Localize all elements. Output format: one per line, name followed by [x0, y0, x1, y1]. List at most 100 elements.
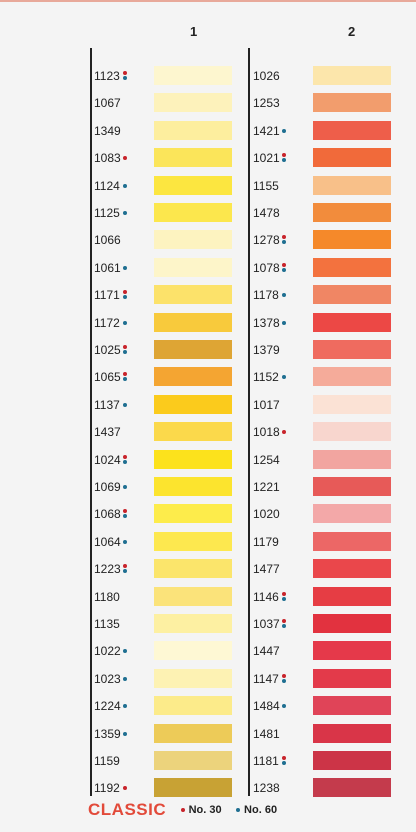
- availability-dots: [282, 285, 288, 306]
- color-swatch: [313, 66, 391, 85]
- color-row: 1083: [94, 148, 244, 169]
- color-swatch: [313, 778, 391, 797]
- availability-dots: [123, 176, 129, 197]
- color-swatch: [313, 367, 391, 386]
- no30-dot-icon: [123, 564, 127, 568]
- color-row: 1481: [253, 724, 403, 745]
- no60-dot-icon: [282, 761, 286, 765]
- color-swatch: [154, 422, 232, 441]
- thread-code: 1083: [94, 151, 121, 165]
- thread-code: 1065: [94, 370, 121, 384]
- no30-dot-icon: [282, 235, 286, 239]
- availability-dots: [123, 559, 129, 580]
- color-row: 1135: [94, 614, 244, 635]
- color-row: 1447: [253, 641, 403, 662]
- color-swatch: [313, 559, 391, 578]
- availability-dots: [123, 724, 129, 745]
- color-row: 1181: [253, 751, 403, 772]
- thread-code: 1221: [253, 480, 280, 494]
- thread-code: 1146: [253, 590, 279, 604]
- no60-dot-icon: [282, 679, 286, 683]
- thread-code: 1026: [253, 69, 280, 83]
- no60-dot-icon: [123, 377, 127, 381]
- availability-dots: [282, 230, 288, 251]
- thread-code: 1379: [253, 343, 280, 357]
- availability-dots: [282, 395, 288, 416]
- no60-dot-icon: [123, 403, 127, 407]
- color-row: 1224: [94, 696, 244, 717]
- no60-dot-icon: [282, 158, 286, 162]
- no60-dot-icon: [123, 295, 127, 299]
- color-row: 1068: [94, 504, 244, 525]
- availability-dots: [123, 641, 129, 662]
- availability-dots: [282, 504, 288, 525]
- color-row: 1238: [253, 778, 403, 799]
- thread-code: 1068: [94, 507, 121, 521]
- availability-dots: [123, 258, 129, 279]
- color-row: 1179: [253, 532, 403, 553]
- thread-code: 1378: [253, 316, 280, 330]
- thread-code: 1025: [94, 343, 121, 357]
- color-swatch: [313, 587, 391, 606]
- color-swatch: [313, 176, 391, 195]
- color-swatch: [154, 587, 232, 606]
- no30-dot-icon: [282, 153, 286, 157]
- color-row: 1254: [253, 450, 403, 471]
- color-row: 1221: [253, 477, 403, 498]
- color-swatch: [313, 395, 391, 414]
- color-swatch: [313, 614, 391, 633]
- thread-code: 1024: [94, 453, 121, 467]
- thread-code: 1481: [253, 727, 280, 741]
- availability-dots: [123, 696, 129, 717]
- thread-code: 1224: [94, 699, 121, 713]
- availability-dots: [123, 614, 129, 635]
- thread-code: 1421: [253, 124, 280, 138]
- no60-dot-icon: [123, 321, 127, 325]
- no60-dot-icon: [123, 732, 127, 736]
- no30-dot-icon: [180, 808, 185, 812]
- color-swatch: [154, 340, 232, 359]
- column-header-2: 2: [348, 24, 356, 39]
- color-row: 1018: [253, 422, 403, 443]
- thread-code: 1278: [253, 233, 280, 247]
- no60-dot-icon: [123, 704, 127, 708]
- thread-code: 1018: [253, 425, 280, 439]
- no30-dot-icon: [282, 592, 286, 596]
- color-row: 1078: [253, 258, 403, 279]
- color-row: 1064: [94, 532, 244, 553]
- color-swatch: [154, 176, 232, 195]
- color-swatch: [313, 230, 391, 249]
- thread-code: 1037: [253, 617, 280, 631]
- no30-dot-icon: [123, 156, 127, 160]
- availability-dots: [123, 313, 129, 334]
- availability-dots: [282, 148, 288, 169]
- thread-code: 1172: [94, 316, 120, 330]
- color-row: 1477: [253, 559, 403, 580]
- thread-code: 1178: [253, 288, 279, 302]
- color-swatch: [313, 203, 391, 222]
- color-swatch: [154, 724, 232, 743]
- color-swatch: [154, 669, 232, 688]
- availability-dots: [282, 778, 288, 799]
- thread-code: 1064: [94, 535, 121, 549]
- color-row: 1037: [253, 614, 403, 635]
- no60-dot-icon: [123, 350, 127, 354]
- thread-code: 1061: [94, 261, 121, 275]
- no60-dot-icon: [282, 624, 286, 628]
- thread-code: 1159: [94, 754, 120, 768]
- no30-dot-icon: [282, 430, 286, 434]
- color-swatch: [313, 504, 391, 523]
- color-swatch: [313, 313, 391, 332]
- color-swatch: [154, 285, 232, 304]
- color-row: 1253: [253, 93, 403, 114]
- availability-dots: [282, 477, 288, 498]
- column-1-divider: [90, 48, 92, 796]
- availability-dots: [123, 587, 129, 608]
- color-row: 1192: [94, 778, 244, 799]
- color-row: 1478: [253, 203, 403, 224]
- color-row: 1378: [253, 313, 403, 334]
- thread-code: 1181: [253, 754, 279, 768]
- no30-dot-icon: [123, 786, 127, 790]
- color-swatch: [313, 422, 391, 441]
- availability-dots: [123, 778, 129, 799]
